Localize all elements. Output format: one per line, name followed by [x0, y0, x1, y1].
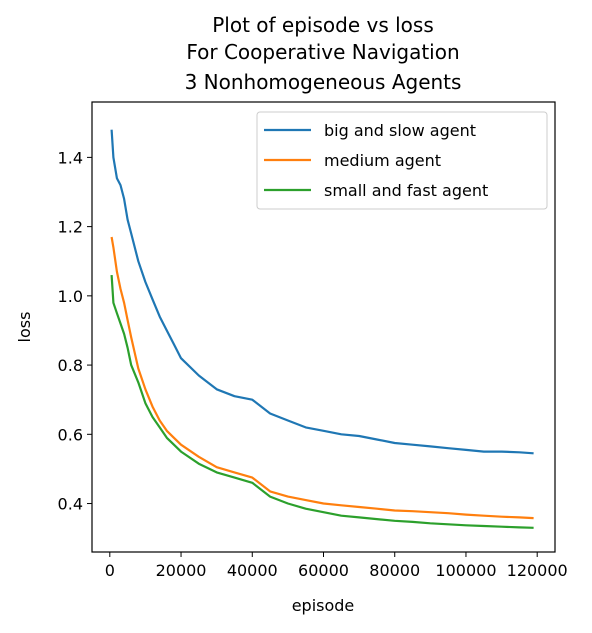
series-line-2 — [110, 236, 534, 520]
x-tick-label: 80000 — [369, 561, 420, 580]
x-tick-label: 0 — [105, 561, 115, 580]
y-tick-label: 1.0 — [58, 287, 83, 306]
x-axis-label: episode — [292, 596, 355, 615]
legend-label-1: big and slow agent — [324, 121, 476, 140]
y-tick-label: 1.2 — [58, 218, 83, 237]
y-tick-label: 0.8 — [58, 356, 83, 375]
x-tick-label: 120000 — [507, 561, 568, 580]
title-line-2: For Cooperative Navigation — [186, 40, 459, 64]
legend-box — [256, 111, 548, 210]
x-tick-label: 100000 — [435, 561, 496, 580]
series-line-3 — [110, 275, 534, 529]
y-tick-label: 0.4 — [58, 495, 83, 514]
x-tick-label: 40000 — [227, 561, 278, 580]
legend: big and slow agent medium agent small and … — [256, 111, 548, 210]
chart-title: Plot of episode vs loss For Cooperative … — [185, 13, 462, 94]
y-tick-label: 0.6 — [58, 425, 83, 444]
y-tick-label: 1.4 — [58, 148, 83, 167]
series-layer — [110, 129, 534, 529]
y-axis-label: loss — [15, 312, 34, 343]
y-axis-ticks: 0.4 0.6 0.8 1.0 1.2 1.4 — [58, 148, 92, 514]
legend-label-3: small and fast agent — [324, 181, 488, 200]
title-line-3: 3 Nonhomogeneous Agents — [185, 70, 462, 94]
title-line-1: Plot of episode vs loss — [212, 13, 434, 37]
legend-label-2: medium agent — [324, 151, 441, 170]
x-tick-label: 60000 — [298, 561, 349, 580]
series-line-1 — [110, 129, 534, 455]
x-axis-ticks: 0 20000 40000 60000 80000 100000 120000 — [105, 552, 568, 580]
x-tick-label: 20000 — [156, 561, 207, 580]
